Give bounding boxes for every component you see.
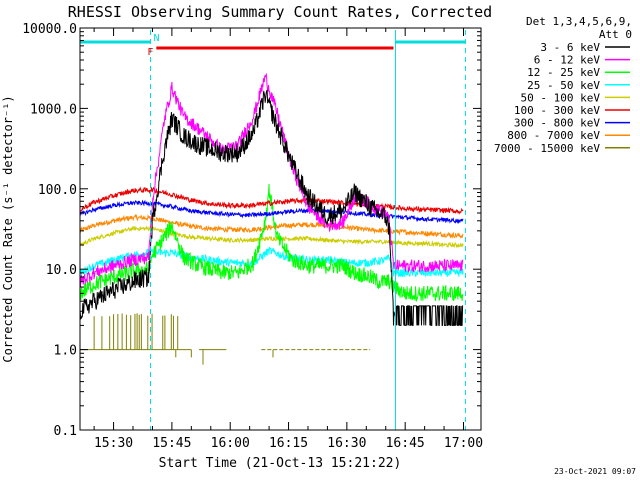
y-tick-label: 0.1: [54, 424, 77, 439]
legend-attenuator-info: Att 0: [599, 28, 632, 41]
y-tick-label: 10000.0: [22, 22, 77, 37]
plot-frame: [79, 27, 482, 431]
legend-label: 7000 - 15000 keV: [494, 142, 600, 155]
y-tick-label: 100.0: [38, 183, 77, 198]
x-tick-label: 15:30: [94, 436, 133, 451]
plot-area: NF 0.1 1.0 10.0 100.0 1000.0 10000.0 15:30 15:…: [22, 22, 483, 451]
x-tick-label: 16:45: [386, 436, 425, 451]
series-line: [79, 183, 464, 302]
y-tick-label: 1000.0: [30, 102, 77, 117]
y-axis-label: Corrected Count Rate (s⁻¹ detector⁻¹): [1, 95, 15, 362]
series-line: [79, 199, 464, 225]
legend-label: 50 - 100 keV: [521, 91, 601, 104]
legend-label: 25 - 50 keV: [527, 79, 600, 92]
series-line: [79, 186, 464, 215]
x-tick-label: 16:15: [269, 436, 308, 451]
legend-label: 100 - 300 keV: [514, 104, 600, 117]
generation-timestamp: 23-Oct-2021 09:07: [554, 467, 636, 476]
legend-label: 300 - 800 keV: [514, 117, 600, 130]
x-tick-label: 16:00: [211, 436, 250, 451]
flag-label-F: F: [147, 47, 153, 58]
x-tick-label: 16:30: [327, 436, 366, 451]
legend-label: 800 - 7000 keV: [507, 129, 600, 142]
y-tick-label: 10.0: [46, 263, 77, 278]
chart-title: RHESSI Observing Summary Count Rates, Co…: [68, 3, 492, 21]
y-tick-label: 1.0: [54, 344, 77, 359]
legend-label: 6 - 12 keV: [534, 54, 601, 67]
series-line: [79, 225, 464, 249]
legend-label: 3 - 6 keV: [540, 41, 600, 54]
flag-label-N: N: [153, 33, 159, 44]
x-tick-label: 15:45: [152, 436, 191, 451]
x-axis-label: Start Time (21-Oct-13 15:21:22): [159, 456, 402, 471]
series-line: [79, 72, 464, 287]
legend-label: 12 - 25 keV: [527, 66, 600, 79]
legend-detector-info: Det 1,3,4,5,6,9,: [526, 15, 632, 28]
series-line: [79, 213, 464, 239]
x-tick-label: 17:00: [444, 436, 483, 451]
series-line: [79, 89, 464, 326]
